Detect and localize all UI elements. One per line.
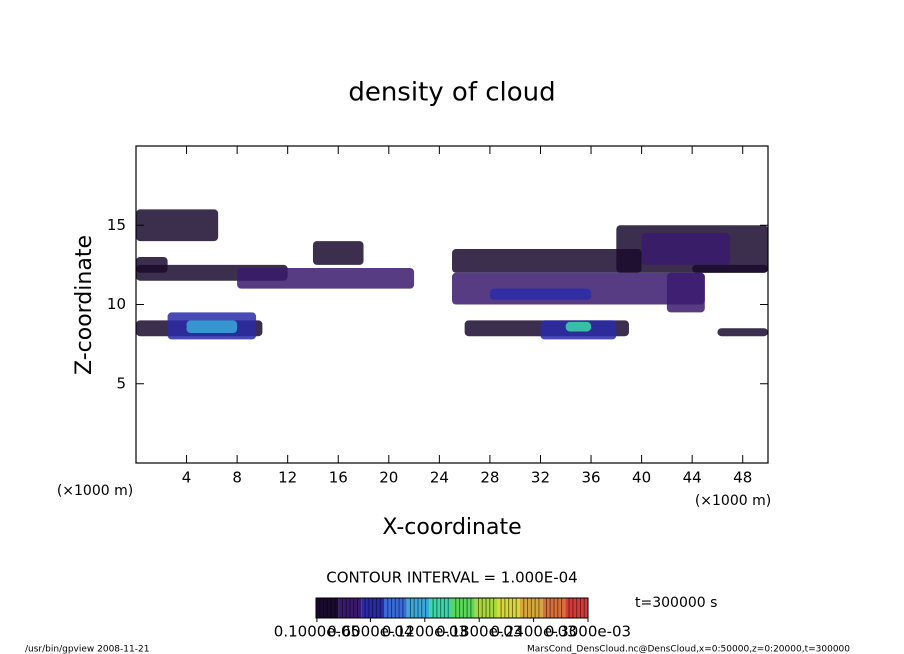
colorbar-label: 0.6000e-04 [327, 623, 413, 641]
colorbar-label: 0.3000e-03 [545, 623, 631, 641]
cloud-patch [136, 256, 168, 273]
chart-title: density of cloud [348, 78, 555, 108]
x-tick-label: 28 [480, 469, 499, 487]
cloud-patch [666, 272, 705, 313]
contour-interval: CONTOUR INTERVAL = 1.000E-04 [326, 569, 577, 587]
x-tick-label: 16 [329, 469, 348, 487]
x-tick-label: 12 [278, 469, 297, 487]
time-label: t=300000 s [635, 595, 717, 611]
cloud-patch [692, 264, 768, 273]
x-unit: (×1000 m) [695, 493, 771, 509]
y-axis-label: Z-coordinate [72, 235, 97, 375]
cloud-patch [237, 268, 415, 289]
y-unit: (×1000 m) [57, 483, 133, 499]
y-tick-label: 10 [107, 295, 126, 313]
x-tick-label: 24 [430, 469, 449, 487]
cloud-patch [641, 233, 731, 265]
x-tick-label: 48 [733, 469, 752, 487]
cloud-patch [186, 320, 238, 334]
cloud-patch [452, 249, 642, 273]
x-tick-label: 20 [379, 469, 398, 487]
y-tick-label: 15 [107, 216, 126, 234]
colorbar-frame [315, 597, 589, 619]
colorbar-label: 0.1800e-03 [436, 623, 522, 641]
footer-left: /usr/bin/gpview 2008-11-21 [25, 645, 149, 654]
cloud-patch [489, 288, 592, 300]
x-tick-label: 44 [683, 469, 702, 487]
x-tick-label: 32 [531, 469, 550, 487]
colorbar-label: 0.2400e-03 [490, 623, 576, 641]
x-tick-label: 40 [632, 469, 651, 487]
y-tick-label: 5 [116, 374, 126, 392]
footer-right: MarsCond_DensCloud.nc@DensCloud,x=0:5000… [527, 645, 850, 654]
colorbar-label: 0.1200e-03 [382, 623, 468, 641]
cloud-patch [312, 241, 364, 265]
x-tick-label: 36 [581, 469, 600, 487]
cloud-patch [565, 321, 592, 332]
cloud-patch [136, 209, 219, 242]
cloud-patch [717, 328, 768, 337]
x-axis-label: X-coordinate [382, 515, 521, 540]
colorbar-label: 0.1000e-05 [274, 623, 360, 641]
x-tick-label: 4 [182, 469, 192, 487]
x-tick-label: 8 [232, 469, 242, 487]
